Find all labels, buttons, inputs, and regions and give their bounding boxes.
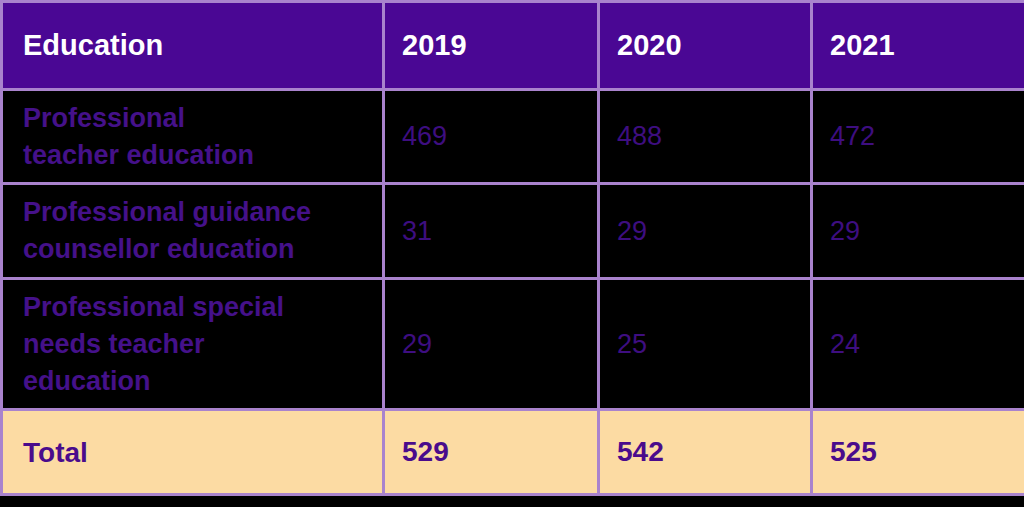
table-row-teacher-education: Professional teacher education 469 488 4… bbox=[2, 90, 1024, 184]
value-cell: 29 bbox=[812, 184, 1024, 279]
header-cell-education: Education bbox=[2, 2, 384, 90]
header-cell-2021: 2021 bbox=[812, 2, 1024, 90]
value-cell: 29 bbox=[384, 279, 599, 410]
header-cell-2019: 2019 bbox=[384, 2, 599, 90]
value-cell: 29 bbox=[599, 184, 812, 279]
header-cell-2020: 2020 bbox=[599, 2, 812, 90]
total-label: Total bbox=[2, 410, 384, 495]
value-cell: 469 bbox=[384, 90, 599, 184]
education-statistics-table: Education 2019 2020 2021 Professional te… bbox=[0, 0, 1024, 496]
header-row: Education 2019 2020 2021 bbox=[2, 2, 1024, 90]
table-row-special-needs: Professional special needs teacher educa… bbox=[2, 279, 1024, 410]
total-row: Total 529 542 525 bbox=[2, 410, 1024, 495]
row-label: Professional guidance counsellor educati… bbox=[2, 184, 384, 279]
value-cell: 25 bbox=[599, 279, 812, 410]
value-cell: 488 bbox=[599, 90, 812, 184]
value-cell: 472 bbox=[812, 90, 1024, 184]
value-cell: 24 bbox=[812, 279, 1024, 410]
row-label: Professional special needs teacher educa… bbox=[2, 279, 384, 410]
total-value: 529 bbox=[384, 410, 599, 495]
total-value: 525 bbox=[812, 410, 1024, 495]
total-value: 542 bbox=[599, 410, 812, 495]
value-cell: 31 bbox=[384, 184, 599, 279]
table-row-guidance-counsellor: Professional guidance counsellor educati… bbox=[2, 184, 1024, 279]
row-label: Professional teacher education bbox=[2, 90, 384, 184]
